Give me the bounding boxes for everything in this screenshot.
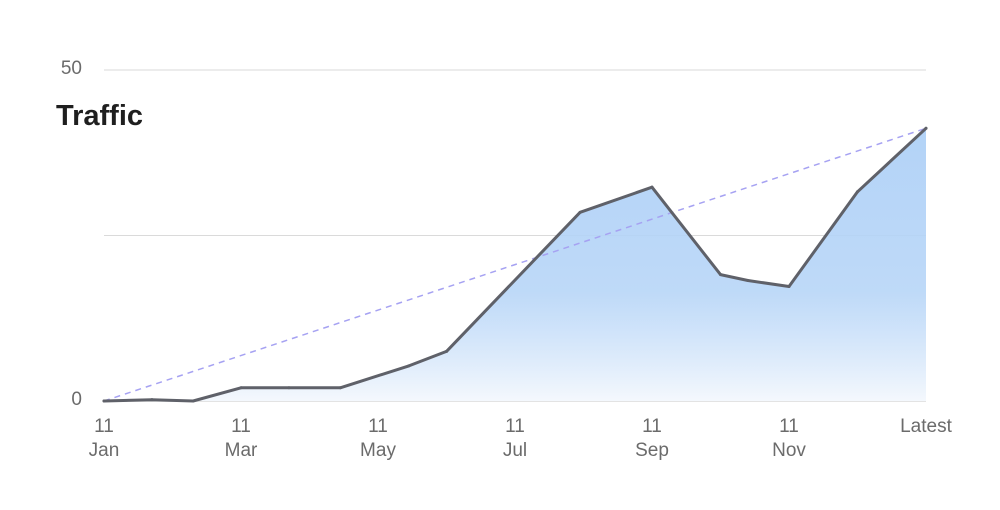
x-tick-label-0: 11 <box>94 416 114 437</box>
chart-title: Traffic <box>56 100 144 132</box>
x-tick-label-4: 11 <box>642 416 662 437</box>
data-point-1 <box>150 398 154 402</box>
x-tick-label-2: 11 <box>368 416 388 437</box>
x-tick-label-1: 11 <box>231 416 251 437</box>
data-point-2 <box>191 399 195 403</box>
data-point-14 <box>924 126 928 130</box>
x-tick-sublabel-0: Jan <box>89 440 120 461</box>
x-tick-label-6: Latest <box>900 416 952 437</box>
data-point-13 <box>856 190 859 194</box>
y-tick-label-2: 50 <box>61 58 82 79</box>
data-point-11 <box>746 279 750 283</box>
data-point-5 <box>338 386 342 390</box>
x-tick-sublabel-3: Jul <box>503 440 527 461</box>
x-tick-sublabel-1: Mar <box>225 440 258 461</box>
data-point-4 <box>287 386 291 390</box>
data-point-9 <box>650 185 654 189</box>
x-tick-sublabel-2: May <box>360 440 396 461</box>
trend-line <box>103 127 927 402</box>
data-point-7 <box>445 349 448 353</box>
data-point-10 <box>719 273 722 277</box>
y-tick-label-0: 0 <box>71 389 82 410</box>
x-tick-sublabel-5: Nov <box>772 440 806 461</box>
data-point-8 <box>578 210 582 214</box>
data-point-3 <box>239 386 243 390</box>
x-tick-label-3: 11 <box>505 416 525 437</box>
x-tick-label-5: 11 <box>779 416 799 437</box>
series-area <box>104 128 926 402</box>
data-point-12 <box>787 284 791 288</box>
data-point-6 <box>407 364 411 368</box>
x-tick-sublabel-4: Sep <box>635 440 669 461</box>
data-point-0 <box>102 399 106 403</box>
